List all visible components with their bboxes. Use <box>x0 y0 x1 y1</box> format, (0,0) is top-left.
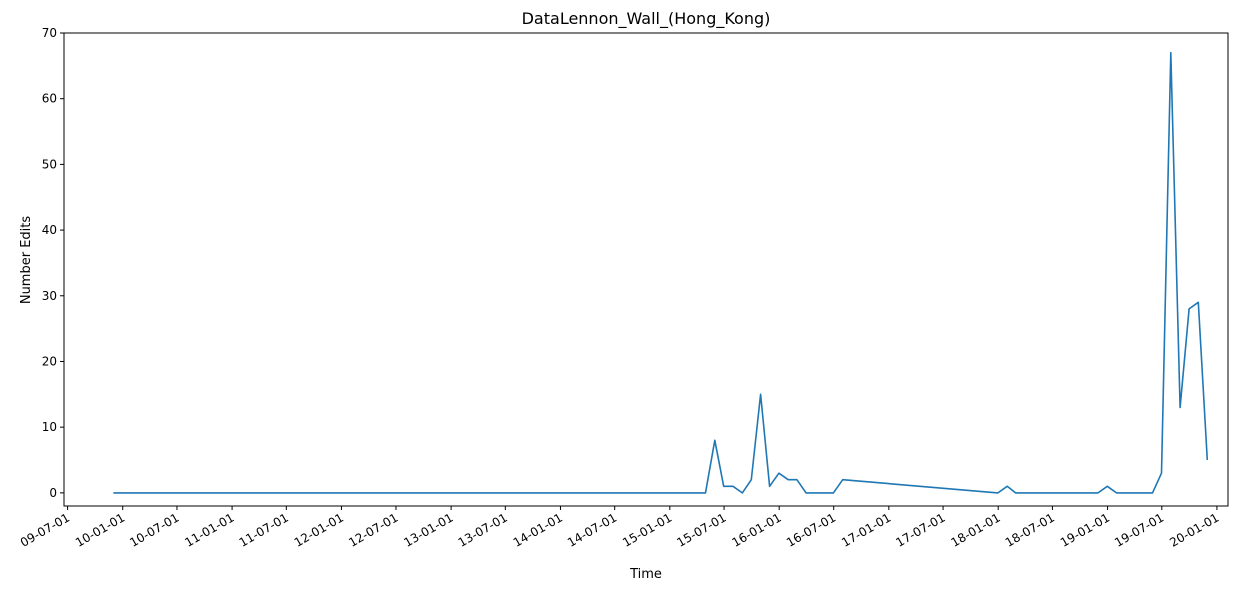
x-tick-label: 14-01-01 <box>511 510 565 549</box>
y-tick-label: 40 <box>42 223 57 237</box>
x-tick-label: 12-07-01 <box>346 510 400 549</box>
plot-frame <box>63 32 1229 507</box>
x-tick-label: 18-01-01 <box>949 510 1003 549</box>
x-tick-label: 17-07-01 <box>893 510 947 549</box>
chart-title: DataLennon_Wall_(Hong_Kong) <box>522 9 771 29</box>
x-tick-label: 15-01-01 <box>620 510 674 549</box>
x-tick-label: 20-01-01 <box>1167 510 1221 549</box>
x-tick-label: 13-07-01 <box>456 510 510 549</box>
y-tick-label: 50 <box>42 157 57 171</box>
x-tick-label: 11-01-01 <box>182 510 236 549</box>
x-tick-label: 10-07-01 <box>127 510 181 549</box>
x-axis-ticks: 09-07-01 10-01-01 10-07-01 11-01-01 11-07-01… <box>18 506 1221 550</box>
x-tick-label: 14-07-01 <box>565 510 619 549</box>
x-axis-label: Time <box>629 567 662 582</box>
x-tick-label: 13-01-01 <box>401 510 455 549</box>
y-axis-ticks: 0 10 20 30 40 50 60 70 <box>42 26 64 500</box>
x-tick-label: 10-01-01 <box>73 510 127 549</box>
x-tick-label: 18-07-01 <box>1003 510 1057 549</box>
x-tick-label: 19-07-01 <box>1112 510 1166 549</box>
x-tick-label: 09-07-01 <box>18 510 72 549</box>
x-tick-label: 12-01-01 <box>292 510 346 549</box>
x-tick-label: 16-07-01 <box>784 510 838 549</box>
series-line <box>113 51 1209 494</box>
y-tick-label: 60 <box>42 92 57 106</box>
x-tick-label: 17-01-01 <box>839 510 893 549</box>
y-tick-label: 20 <box>42 354 57 368</box>
y-tick-label: 70 <box>42 26 57 40</box>
y-axis-label: Number Edits <box>19 216 34 305</box>
x-tick-label: 16-01-01 <box>730 510 784 549</box>
x-tick-label: 15-07-01 <box>674 510 728 549</box>
x-tick-label: 19-01-01 <box>1058 510 1112 549</box>
y-tick-label: 10 <box>42 420 57 434</box>
y-tick-label: 0 <box>49 486 57 500</box>
x-tick-label: 11-07-01 <box>237 510 291 549</box>
y-tick-label: 30 <box>42 289 57 303</box>
